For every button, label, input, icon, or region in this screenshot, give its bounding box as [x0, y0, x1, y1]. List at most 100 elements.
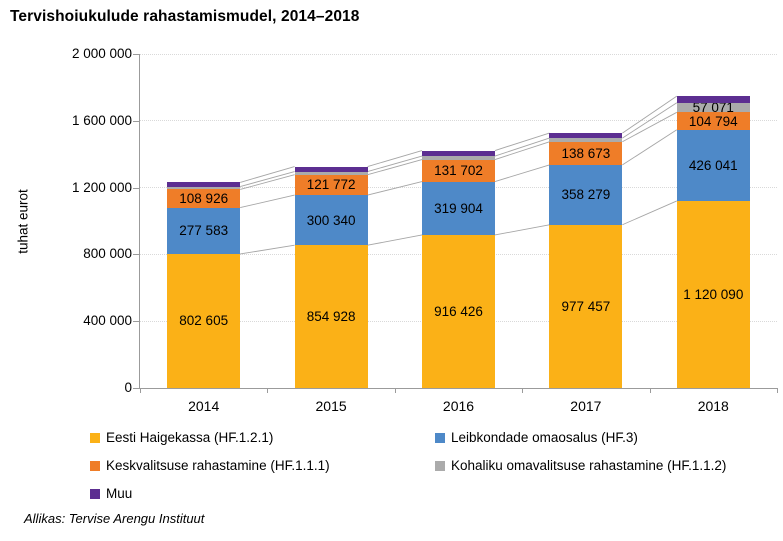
bar-value-label: 802 605: [179, 313, 229, 329]
bar-segment: [422, 156, 495, 160]
y-axis-tick: [133, 120, 139, 122]
bar-segment: [294, 195, 368, 246]
connector-line: [367, 155, 423, 172]
gridline: [140, 53, 777, 55]
bar-value-label: 108 926: [179, 191, 229, 206]
bar-segment: [549, 224, 623, 388]
y-tick-label: 400 000: [83, 313, 132, 329]
bar-value-label: 1 120 090: [683, 286, 744, 302]
y-tick-label: 2 000 000: [71, 46, 132, 61]
legend-item: Leibkondade omaosalus (HF.3): [435, 430, 775, 445]
connector-line: [494, 164, 550, 182]
bar-segment: [549, 133, 623, 139]
bar-segment: [676, 112, 750, 130]
legend-item: Kohaliku omavalitsuse rahastamine (HF.1.…: [435, 458, 775, 473]
y-axis-tick: [133, 187, 139, 189]
connector-line: [240, 244, 295, 255]
x-axis-tick: [140, 388, 141, 393]
legend-item: Eesti Haigekassa (HF.1.2.1): [90, 430, 435, 445]
y-axis-title: tuhat eurot: [15, 189, 31, 254]
x-tick-label: 2014: [188, 398, 220, 414]
bar-segment: [294, 245, 368, 388]
y-axis-tick: [133, 388, 139, 389]
connector-line: [240, 194, 295, 209]
bar-value-label: 138 673: [561, 145, 611, 161]
connector-line: [240, 166, 295, 183]
connector-line: [367, 234, 423, 246]
bar-value-label: 57 071: [692, 100, 734, 116]
chart-title: Tervishoiukulude rahastamismudel, 2014–2…: [10, 8, 360, 25]
connector-line: [622, 95, 678, 134]
connector-line: [367, 150, 423, 167]
bar-value-label: 277 583: [179, 223, 229, 239]
bar-value-label: 121 772: [306, 177, 356, 193]
bar-segment: [422, 181, 495, 235]
y-axis-line: [139, 54, 140, 389]
connector-line: [622, 129, 678, 166]
bar-segment: [167, 186, 241, 190]
x-tick-label: 2015: [315, 398, 347, 414]
bar-segment: [549, 141, 623, 165]
legend-swatch: [90, 488, 100, 499]
plot-area: 0 400 000 800 000 1 200 000 1 600 000 2 000 0…: [72, 46, 778, 414]
x-axis-tick: [394, 388, 396, 393]
bar-segment: [167, 182, 241, 187]
legend-label: Keskvalitsuse rahastamine (HF.1.1.1): [106, 458, 330, 473]
gridline: [140, 120, 777, 122]
y-tick-label: 800 000: [83, 246, 132, 262]
legend-item: Muu: [90, 486, 435, 501]
bar-segment: [294, 171, 368, 175]
y-axis-tick: [133, 54, 139, 55]
bar-segment: [422, 234, 495, 388]
bar-value-label: 300 340: [306, 212, 356, 228]
bar-segment: [167, 253, 241, 388]
x-tick-label: 2017: [570, 398, 602, 414]
bar-segment: [294, 166, 368, 172]
bar-segment: [422, 159, 495, 182]
bar-segment: [676, 200, 750, 388]
connector-line: [494, 132, 550, 151]
legend-label: Kohaliku omavalitsuse rahastamine (HF.1.…: [451, 458, 727, 473]
legend-item: Keskvalitsuse rahastamine (HF.1.1.1): [90, 458, 435, 473]
x-axis-tick: [267, 388, 269, 393]
bar-value-label: 916 426: [434, 303, 483, 319]
x-axis-tick: [649, 388, 651, 393]
x-axis-tick: [522, 388, 524, 393]
bar-segment: [167, 189, 241, 208]
bar-value-label: 104 794: [688, 113, 738, 129]
y-axis-tick: [133, 254, 139, 256]
legend-label: Muu: [106, 486, 133, 501]
x-tick-label: 2018: [697, 398, 729, 414]
legend-swatch: [435, 432, 445, 443]
bar-segment: [294, 174, 368, 196]
connector-line: [494, 141, 550, 160]
bar-value-label: 358 279: [561, 187, 611, 203]
y-tick-label: 1 600 000: [71, 112, 132, 128]
bar-value-label: 319 904: [434, 200, 483, 216]
connector-line: [494, 137, 550, 157]
legend-label: Leibkondade omaosalus (HF.3): [451, 430, 638, 445]
bar-segment: [549, 138, 623, 142]
connector-line: [494, 224, 550, 236]
y-tick-label: 0: [124, 380, 132, 395]
connector-line: [367, 159, 423, 176]
y-axis-tick: [133, 321, 139, 323]
bar-value-label: 854 928: [306, 309, 356, 325]
x-axis-tick: [777, 388, 778, 393]
bar-segment: [676, 129, 750, 201]
legend-swatch: [90, 460, 100, 471]
bar-segment: [422, 150, 495, 157]
connector-line: [622, 111, 678, 143]
bar-value-label: 977 457: [561, 298, 611, 314]
x-axis-line: [139, 388, 778, 389]
y-tick-label: 1 200 000: [71, 179, 132, 195]
x-tick-label: 2016: [442, 398, 475, 414]
connector-line: [622, 200, 677, 226]
bar-segment: [549, 164, 623, 225]
legend-swatch: [435, 460, 445, 471]
legend-swatch: [90, 432, 100, 443]
bar-segment: [167, 207, 241, 254]
connector-line: [240, 171, 295, 188]
bar-segment: [676, 96, 750, 103]
